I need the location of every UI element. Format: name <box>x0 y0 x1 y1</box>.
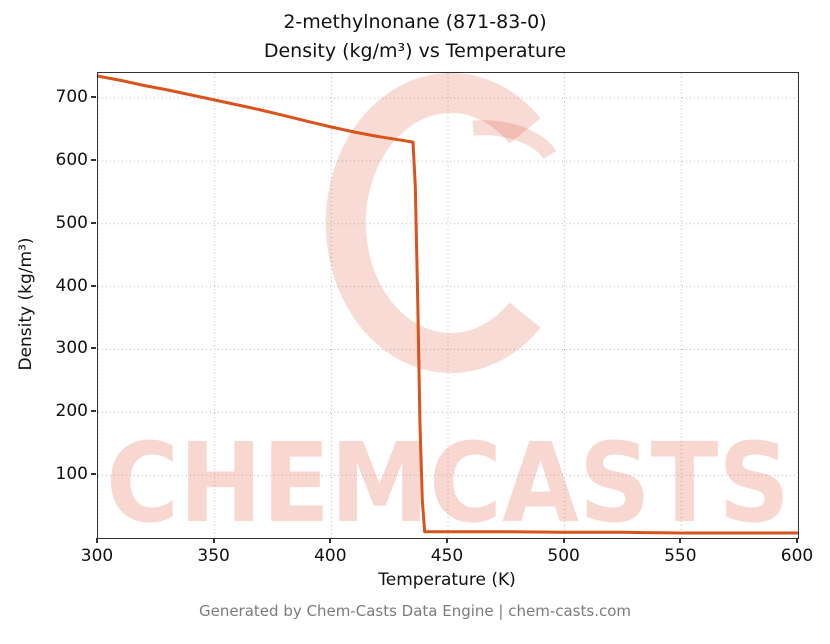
x-tick-mark <box>96 538 98 543</box>
x-tick-mark <box>679 538 682 543</box>
plot-canvas: CHEMCASTS <box>98 73 798 538</box>
x-tick-label: 350 <box>197 546 230 566</box>
watermark-text: CHEMCASTS <box>106 419 790 538</box>
x-tick-mark <box>329 538 332 543</box>
x-tick-mark <box>212 538 215 543</box>
x-tick-label: 300 <box>80 546 114 566</box>
x-tick-mark <box>446 538 448 543</box>
y-tick-mark <box>91 158 96 161</box>
chart-title-line2: Density (kg/m³) vs Temperature <box>263 39 567 62</box>
chart-title-line1: 2-methylnonane (871-83-0) <box>283 11 547 33</box>
chart-title: 2-methylnonane (871-83-0) Density (kg/m³… <box>0 8 830 65</box>
y-tick-label: 200 <box>55 401 88 422</box>
x-tick-label: 400 <box>314 546 347 566</box>
y-tick-label: 600 <box>55 149 88 170</box>
x-axis-label: Temperature (K) <box>378 570 516 590</box>
y-tick-mark <box>91 347 96 350</box>
y-tick-mark <box>91 96 96 99</box>
footer-attribution: Generated by Chem-Casts Data Engine | ch… <box>198 602 632 620</box>
y-tick-mark <box>91 284 96 287</box>
y-tick-label: 400 <box>55 275 88 296</box>
plot-area: CHEMCASTS <box>97 72 799 539</box>
y-tick-label: 500 <box>55 212 88 233</box>
y-tick-mark <box>91 473 96 476</box>
y-tick-label: 100 <box>55 464 88 485</box>
x-tick-mark <box>562 538 565 543</box>
x-tick-label: 450 <box>430 546 464 566</box>
y-tick-mark <box>91 221 96 224</box>
x-tick-label: 500 <box>547 546 580 566</box>
x-tick-label: 600 <box>780 546 814 566</box>
x-tick-mark <box>796 538 798 543</box>
y-tick-mark <box>91 410 96 413</box>
watermark-logo-icon <box>325 73 557 373</box>
x-tick-label: 550 <box>664 546 697 566</box>
density-line <box>98 74 798 535</box>
y-tick-label: 300 <box>55 338 88 359</box>
y-tick-label: 700 <box>55 87 88 108</box>
